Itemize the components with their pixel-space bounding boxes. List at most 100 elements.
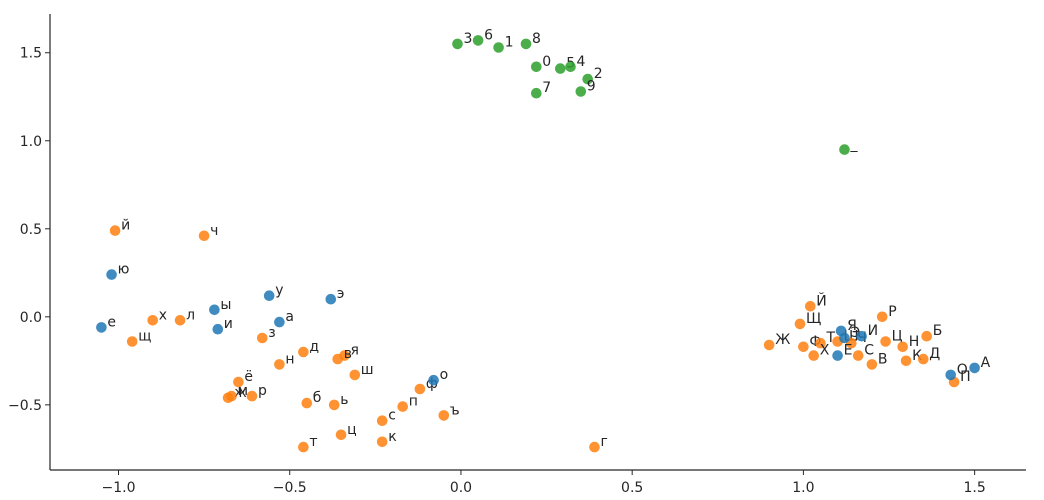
point-label: Р	[888, 304, 896, 320]
point-label: й	[121, 218, 130, 234]
scatter-point	[349, 369, 361, 381]
point-label: ц	[347, 422, 357, 438]
scatter-point	[520, 38, 532, 50]
point-label: П	[960, 369, 971, 385]
point-label: о	[440, 367, 449, 383]
scatter-point	[226, 390, 237, 402]
scatter-point	[565, 61, 576, 73]
scatter-point	[376, 436, 388, 448]
point-label: О	[957, 362, 968, 378]
point-label: 7	[542, 80, 551, 96]
point-label: р	[258, 383, 267, 399]
point-label: ч	[210, 223, 218, 239]
point-label: э	[337, 286, 345, 302]
scatter-point	[198, 230, 210, 242]
point-label: д	[309, 339, 319, 355]
point-label: В	[878, 351, 888, 367]
x-tick-label: −0.5	[273, 480, 307, 496]
scatter-point	[298, 441, 309, 453]
scatter-point	[582, 73, 593, 85]
scatter-point	[798, 341, 809, 353]
point-label: у	[275, 283, 283, 299]
point-label: щ	[138, 329, 151, 345]
point-label: Т	[826, 330, 836, 346]
scatter-point	[274, 359, 285, 370]
scatter-point	[805, 301, 816, 312]
scatter-point	[438, 410, 450, 421]
scatter-point	[880, 336, 891, 347]
scatter-point	[96, 322, 107, 333]
point-label: Щ	[806, 311, 821, 327]
point-label: п	[409, 394, 418, 410]
point-label: и	[224, 316, 233, 332]
scatter-point	[147, 315, 158, 326]
point-label: з	[268, 325, 275, 341]
point-label: а	[285, 309, 294, 325]
axes	[49, 14, 1026, 471]
point-label: в	[344, 346, 352, 362]
scatter-point	[918, 353, 929, 365]
point-label: 8	[532, 31, 541, 47]
scatter-point	[301, 397, 313, 409]
y-tick-label: 1.5	[20, 46, 42, 62]
scatter-point	[397, 401, 409, 412]
point-label: ъ	[450, 402, 460, 418]
scatter-point	[209, 304, 220, 316]
point-label: Н	[909, 334, 920, 350]
scatter-point	[472, 35, 484, 46]
point-label: _	[850, 137, 859, 153]
point-label: ь	[340, 392, 348, 408]
y-tick-label: 1.0	[20, 134, 42, 150]
point-label: Б	[933, 323, 943, 339]
point-label: с	[388, 408, 396, 424]
scatter-point	[589, 441, 600, 453]
point-label: г	[601, 434, 608, 450]
scatter-point	[808, 350, 819, 361]
scatter-point	[233, 376, 244, 388]
point-label: Э	[851, 325, 861, 341]
scatter-point	[212, 323, 224, 335]
scatter-point	[969, 362, 980, 374]
point-label: И	[868, 323, 878, 339]
scatter-point	[794, 318, 806, 330]
point-label: Я	[847, 318, 857, 334]
scatter-point	[531, 87, 542, 99]
y-tick-label: −0.5	[8, 398, 42, 414]
scatter-point	[335, 429, 347, 441]
point-label: 4	[577, 54, 586, 70]
point-label: ш	[361, 362, 374, 378]
point-label: к	[388, 429, 396, 445]
scatter-point	[945, 369, 956, 381]
scatter-point	[174, 315, 186, 326]
point-label: Х	[820, 343, 830, 359]
point-label: х	[159, 307, 167, 323]
scatter-point	[109, 225, 121, 236]
y-tick-label: 0.5	[20, 222, 42, 238]
scatter-point	[257, 332, 268, 344]
scatter-point	[274, 316, 285, 328]
scatter-point	[332, 353, 344, 365]
point-label: 1	[505, 35, 514, 51]
scatter-point	[575, 86, 587, 97]
scatter-point	[921, 330, 932, 342]
point-label: ю	[118, 262, 130, 278]
point-label: Ж	[775, 332, 790, 348]
point-label: Д	[929, 346, 940, 362]
point-label: б	[313, 390, 322, 406]
scatter-point	[839, 144, 850, 155]
scatter-point	[815, 337, 826, 349]
scatter-point	[876, 311, 888, 323]
scatter-point	[414, 383, 426, 395]
x-tick-label: −1.0	[101, 480, 135, 496]
point-label: е	[107, 314, 116, 330]
scatter-point	[493, 42, 504, 53]
point-label: Е	[844, 343, 853, 359]
scatter-point	[763, 339, 775, 351]
y-tick-label: 0.0	[20, 310, 42, 326]
point-label: А	[981, 355, 991, 371]
scatter-point	[900, 355, 912, 367]
scatter-point	[328, 399, 340, 411]
point-label: ж	[234, 385, 247, 401]
point-label: 2	[594, 66, 603, 82]
